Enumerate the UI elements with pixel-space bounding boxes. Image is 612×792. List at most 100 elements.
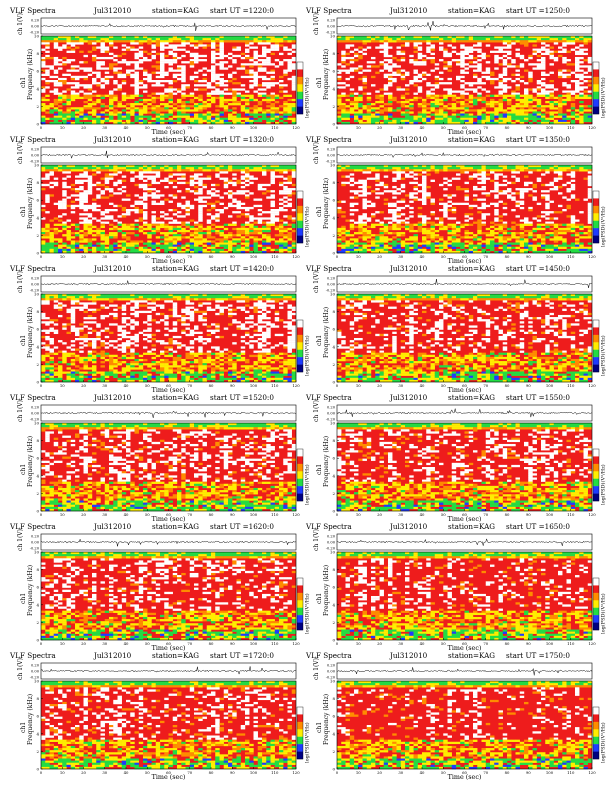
time-tick-label: 10: [60, 125, 65, 130]
colorbar-segment: [593, 198, 599, 207]
time-tick-label: 30: [398, 512, 403, 517]
colorbar-segment: [297, 449, 303, 457]
colorbar-segment: [297, 349, 303, 358]
voltage-trace-line: [336, 667, 593, 676]
time-tick-label: 40: [124, 125, 129, 130]
panel-title-main: VLF Spectra: [306, 6, 352, 15]
panel-start-time: start UT =1650:0: [506, 522, 570, 531]
time-tick-label: 80: [209, 125, 214, 130]
panel-station: station=KAG: [448, 264, 496, 273]
panel-start-value: 1450:0: [544, 264, 570, 273]
panel-station: station=KAG: [448, 135, 496, 144]
panel-station: station=KAG: [448, 393, 496, 402]
time-tick-label: 50: [441, 641, 446, 646]
colorbar-segment: [297, 220, 303, 229]
panel-start-prefix: start UT =: [506, 135, 545, 144]
colorbar-segment: [593, 493, 599, 502]
panel-title-main: VLF Spectra: [10, 393, 56, 402]
panel-start-time: start UT =1720:0: [210, 651, 274, 660]
voltage-axis-label: ch 1(V): [17, 529, 24, 551]
voltage-tick-label: 0.20: [327, 19, 336, 23]
time-tick-label: 80: [209, 512, 214, 517]
colorbar-segment: [593, 744, 599, 752]
spectrogram-cells: [41, 36, 297, 125]
colorbar-segment: [593, 213, 599, 221]
time-tick-label: 0: [40, 383, 43, 388]
time-tick-label: 120: [588, 254, 596, 259]
freq-tick-label: 6: [36, 456, 39, 461]
time-tick-label: 70: [483, 770, 488, 775]
freq-tick-label: 10: [330, 550, 336, 555]
colorbar-frame: [592, 448, 600, 502]
time-tick-label: 40: [124, 641, 129, 646]
voltage-tick-label: 0.20: [31, 664, 40, 668]
colorbar-segment: [593, 721, 599, 730]
freq-tick-label: 6: [36, 69, 39, 74]
voltage-tick-label: 0.20: [31, 148, 40, 152]
time-tick-label: 70: [187, 770, 192, 775]
time-axis-label: Time (sec): [152, 644, 186, 652]
voltage-trace-frame: [40, 17, 297, 35]
panel-plot: 0.20 0.00 -0.20 ch 1(V) 0 2 4 6 8 10 ch1 Frequency …: [313, 658, 607, 781]
colorbar-frame: [592, 577, 600, 631]
time-tick-label: 10: [60, 641, 65, 646]
freq-tick-label: 6: [332, 69, 335, 74]
freq-tick-label: 4: [36, 473, 39, 478]
time-tick-label: 0: [40, 512, 43, 517]
freq-tick-label: 0: [332, 251, 335, 256]
time-tick-label: 40: [420, 770, 425, 775]
freq-tick-label: 8: [332, 696, 335, 701]
colorbar-frame: [592, 190, 600, 244]
time-tick-label: 70: [187, 512, 192, 517]
voltage-trace-frame: [40, 662, 297, 680]
colorbar-segment: [593, 327, 599, 336]
time-tick-label: 120: [292, 254, 300, 259]
time-tick-label: 40: [124, 254, 129, 259]
time-tick-label: 20: [377, 512, 382, 517]
voltage-tick-label: 0.20: [327, 664, 336, 668]
colorbar-segment: [297, 99, 303, 107]
colorbar-segment: [593, 607, 599, 616]
time-tick-label: 70: [187, 641, 192, 646]
panel-station: station=KAG: [448, 6, 496, 15]
time-tick-label: 60: [462, 770, 467, 775]
time-tick-label: 70: [483, 512, 488, 517]
time-tick-label: 30: [398, 641, 403, 646]
colorbar-frame: [592, 61, 600, 115]
freq-tick-label: 4: [332, 602, 335, 607]
time-axis-label: Time (sec): [152, 515, 186, 523]
freq-tick-label: 2: [332, 620, 335, 625]
colorbar-frame: [296, 448, 304, 502]
panel-plot: 0.20 0.00 -0.20 ch 1(V) 0 2 4 6 8 10 ch1 Frequency …: [313, 142, 607, 265]
time-tick-label: 100: [546, 512, 554, 517]
time-tick-label: 30: [102, 254, 107, 259]
time-tick-label: 40: [420, 125, 425, 130]
freq-tick-label: 0: [36, 638, 39, 643]
panel-station: station=KAG: [448, 651, 496, 660]
panel-title: VLF Spectra Jul312010 station=KAG start UT …: [10, 264, 310, 275]
time-tick-label: 50: [145, 125, 150, 130]
colorbar-segment: [593, 364, 599, 373]
freq-tick-label: 2: [332, 749, 335, 754]
voltage-tick-label: -0.20: [326, 676, 336, 680]
panel-start-prefix: start UT =: [506, 6, 545, 15]
panel-title: VLF Spectra Jul312010 station=KAG start UT …: [306, 264, 606, 275]
colorbar-segment: [297, 578, 303, 586]
time-tick-label: 80: [505, 512, 510, 517]
panel-date: Jul312010: [390, 522, 428, 531]
voltage-tick-label: -0.20: [326, 547, 336, 551]
spectrogram-panel: VLF Spectra Jul312010 station=KAG start UT …: [10, 135, 311, 265]
panel-start-prefix: start UT =: [210, 6, 249, 15]
panel-plot: 0.20 0.00 -0.20 ch 1(V) 0 2 4 6 8 10 ch1 Frequency …: [17, 271, 311, 394]
voltage-tick-label: 0.00: [327, 283, 336, 287]
time-tick-label: 70: [483, 641, 488, 646]
freq-axis-label: Frequency (kHz): [27, 694, 34, 745]
freq-tick-label: 2: [332, 233, 335, 238]
time-tick-label: 30: [102, 770, 107, 775]
time-axis-label: Time (sec): [152, 386, 186, 394]
voltage-trace-line: [40, 22, 297, 32]
spectrogram-cells: [41, 681, 297, 770]
freq-axis-ch-label: ch1: [316, 335, 323, 346]
freq-tick-label: 2: [36, 104, 39, 109]
time-tick-label: 0: [336, 512, 339, 517]
